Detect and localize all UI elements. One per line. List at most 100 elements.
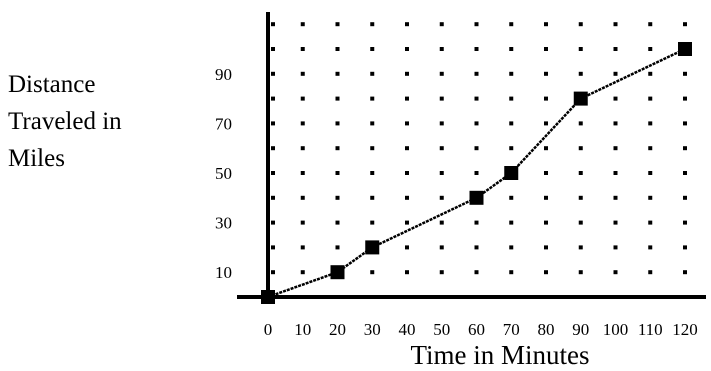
grid-dot xyxy=(578,171,583,175)
grid-dot xyxy=(405,270,409,275)
grid-dot xyxy=(578,270,583,275)
y-axis-tick xyxy=(271,220,275,225)
grid-dot xyxy=(300,96,305,101)
y-axis-label-line-1: Distance xyxy=(8,71,95,98)
grid-dot xyxy=(613,220,618,225)
grid-dot xyxy=(370,47,375,51)
grid-dot xyxy=(439,220,444,225)
grid-dot xyxy=(648,245,653,250)
grid-dot xyxy=(683,121,687,126)
grid-dot xyxy=(405,195,409,200)
grid-dot xyxy=(474,270,479,275)
x-tick-label: 60 xyxy=(468,320,485,339)
grid-dot xyxy=(405,71,409,76)
grid-dot xyxy=(405,146,409,151)
grid-dot xyxy=(509,270,514,275)
grid-dot xyxy=(683,96,687,101)
grid-dot xyxy=(648,171,653,175)
grid-dot xyxy=(405,245,409,250)
grid-dot xyxy=(439,121,444,126)
grid-dot xyxy=(300,47,305,51)
grid-dot xyxy=(648,47,653,51)
grid-dot xyxy=(544,195,548,200)
grid-dot xyxy=(335,47,340,51)
grid-dot xyxy=(370,220,375,225)
grid-dot xyxy=(405,47,409,51)
grid-dot xyxy=(683,270,687,275)
grid-dot xyxy=(544,22,548,27)
grid-dot xyxy=(648,71,653,76)
grid-dot xyxy=(578,220,583,225)
grid-dot xyxy=(613,195,618,200)
grid-dot xyxy=(474,96,479,101)
series-markers xyxy=(261,42,692,304)
grid-dot xyxy=(370,270,375,275)
grid-dot xyxy=(439,71,444,76)
x-tick-label: 120 xyxy=(672,320,698,339)
x-tick-label: 50 xyxy=(433,320,450,339)
grid-dot xyxy=(683,220,687,225)
grid-dot xyxy=(509,245,514,250)
grid-dot xyxy=(578,195,583,200)
grid-dot xyxy=(335,96,340,101)
grid-dot xyxy=(474,22,479,27)
dot-grid xyxy=(271,22,687,275)
grid-dot xyxy=(578,22,583,27)
grid-dot xyxy=(613,171,618,175)
grid-dot xyxy=(474,220,479,225)
grid-dot xyxy=(544,71,548,76)
y-axis-tick xyxy=(271,71,275,76)
grid-dot xyxy=(335,71,340,76)
grid-dot xyxy=(300,220,305,225)
y-tick-label: 70 xyxy=(215,114,232,133)
grid-dot xyxy=(439,245,444,250)
grid-dot xyxy=(335,245,340,250)
grid-dot xyxy=(544,146,548,151)
grid-dot xyxy=(474,71,479,76)
y-tick-label: 90 xyxy=(215,65,232,84)
grid-dot xyxy=(509,96,514,101)
grid-dot xyxy=(648,195,653,200)
grid-dot xyxy=(648,22,653,27)
grid-dot xyxy=(613,96,618,101)
grid-dot xyxy=(544,121,548,126)
grid-dot xyxy=(300,245,305,250)
grid-dot xyxy=(544,171,548,175)
grid-dot xyxy=(578,47,583,51)
grid-dot xyxy=(370,22,375,27)
grid-dot xyxy=(474,47,479,51)
grid-dot xyxy=(405,121,409,126)
x-tick-label: 20 xyxy=(329,320,346,339)
y-axis-label-line-2: Traveled in xyxy=(8,108,122,135)
grid-dot xyxy=(578,146,583,151)
grid-dot xyxy=(578,71,583,76)
grid-dot xyxy=(648,270,653,275)
x-tick-label: 0 xyxy=(264,320,273,339)
data-point xyxy=(365,240,380,255)
grid-dot xyxy=(370,146,375,151)
y-axis-tick xyxy=(271,22,275,27)
grid-dot xyxy=(439,22,444,27)
grid-dot xyxy=(300,146,305,151)
x-tick-label: 110 xyxy=(638,320,663,339)
data-point xyxy=(573,91,588,106)
grid-dot xyxy=(335,121,340,126)
grid-dot xyxy=(683,171,687,175)
grid-dot xyxy=(544,220,548,225)
grid-dot xyxy=(683,146,687,151)
y-axis-label-line-3: Miles xyxy=(8,145,65,172)
grid-dot xyxy=(544,47,548,51)
y-tick-label: 30 xyxy=(215,214,232,233)
y-tick-labels: 10 30 50 70 90 xyxy=(215,65,232,282)
grid-dot xyxy=(300,270,305,275)
grid-dot xyxy=(370,171,375,175)
grid-dot xyxy=(509,195,514,200)
y-axis-tick xyxy=(271,245,275,250)
grid-dot xyxy=(300,121,305,126)
grid-dot xyxy=(683,71,687,76)
grid-dot xyxy=(648,121,653,126)
x-tick-label: 30 xyxy=(364,320,381,339)
grid-dot xyxy=(509,220,514,225)
grid-dot xyxy=(439,47,444,51)
